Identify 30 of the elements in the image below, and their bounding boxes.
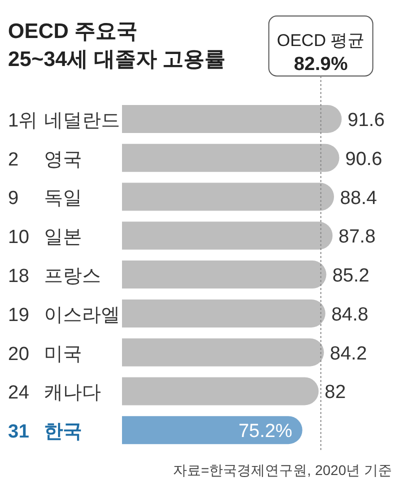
bar	[122, 105, 342, 133]
chart-title: OECD 주요국 25~34세 대졸자 고용률	[8, 19, 226, 73]
bar	[122, 377, 319, 406]
ref-line-label: OECD 평균 82.9%	[276, 31, 365, 75]
data-label: 85.2	[332, 266, 370, 287]
data-label: 75.2%	[238, 421, 292, 442]
y-tick-label: 19 이스라엘	[8, 304, 120, 326]
data-label: 91.6	[348, 110, 385, 131]
category-label: 9 독일	[8, 188, 82, 210]
bar	[122, 416, 302, 444]
text: 자료=한국경제연구원, 2020년 기준	[173, 462, 392, 480]
bar	[122, 260, 326, 289]
data-label: 90.6	[345, 148, 382, 170]
data-label: 84.2	[330, 343, 367, 364]
data-label: 88.4	[340, 188, 378, 209]
bar	[122, 182, 334, 211]
y-tick-label: 18 프랑스	[8, 266, 101, 287]
bar	[122, 299, 326, 328]
data-label: 84.8	[331, 304, 368, 326]
y-tick-label: 20 미국	[8, 344, 82, 365]
category-label: 2 영국	[8, 149, 82, 170]
bar	[122, 144, 340, 172]
y-tick-label: 10 일본	[8, 227, 82, 248]
data-label: 87.8	[338, 226, 376, 248]
bar	[122, 338, 324, 366]
data-label: 82	[324, 382, 346, 404]
y-tick-label: 1위 네덜란드	[8, 110, 120, 132]
y-tick-label: 31 한국	[8, 422, 82, 443]
y-tick-label: 24 캐나다	[8, 382, 101, 404]
bar	[122, 222, 333, 250]
